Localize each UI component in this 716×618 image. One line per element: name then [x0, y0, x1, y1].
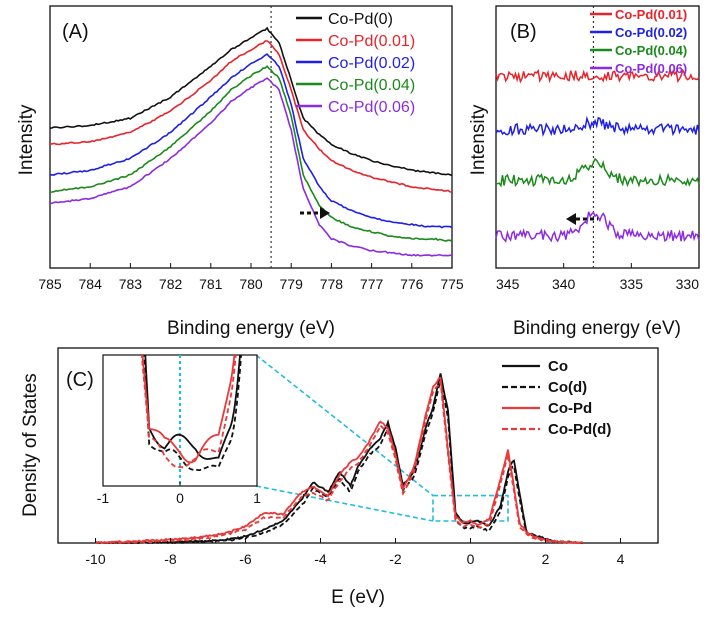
panel-c-series-line — [95, 379, 584, 544]
x-tick-label: 778 — [320, 276, 344, 292]
legend-label: Co-Pd(0.02) — [615, 25, 687, 40]
panel-b-series-line — [495, 211, 700, 243]
legend-label: Co-Pd(0.06) — [328, 99, 415, 116]
x-tick-label: 777 — [360, 276, 384, 292]
x-tick-label: 345 — [496, 276, 520, 292]
panel-b-arrow-head — [566, 213, 576, 225]
panel-b-series-line — [495, 67, 700, 84]
zoom-box — [432, 494, 509, 522]
legend-label: Co-Pd — [548, 400, 592, 417]
panel-c-x-ticks: -10 -8 -6 -4 -2 0 2 4 — [85, 538, 625, 567]
x-tick-label: 781 — [199, 276, 223, 292]
x-tick-label: 775 — [440, 276, 464, 292]
legend-label: Co-Pd(0.01) — [328, 33, 415, 50]
panel-c-legend: Co Co(d) Co-Pd Co-Pd(d) — [502, 358, 611, 438]
panel-a-series-line — [49, 77, 453, 257]
x-tick-label: -4 — [314, 551, 327, 567]
panel-a-y-axis-title: Intensity — [16, 104, 37, 175]
x-tick-label: 779 — [280, 276, 304, 292]
legend-label: Co(d) — [548, 379, 587, 396]
x-tick-label: 340 — [552, 276, 576, 292]
x-tick-label: 2 — [542, 551, 550, 567]
x-tick-label: -6 — [239, 551, 252, 567]
x-tick-label: 783 — [119, 276, 143, 292]
inset-x-tick-label: 1 — [253, 490, 261, 506]
panel-a-series-line — [50, 40, 453, 193]
x-tick-label: 330 — [676, 276, 700, 292]
panel-a-series — [49, 26, 453, 257]
inset-series-line — [140, 355, 237, 469]
panel-a-x-ticks: 785 784 783 782 781 780 779 778 777 776 775 — [38, 263, 464, 292]
legend-label: Co-Pd(d) — [548, 421, 611, 438]
panel-a-x-axis-title: Binding energy (eV) — [167, 318, 335, 339]
panel-a-arrow-head — [320, 207, 330, 219]
panel-c-x-axis-title: E (eV) — [331, 587, 385, 608]
panel-a-legend: Co-Pd(0) Co-Pd(0.01) Co-Pd(0.02) Co-Pd(0.04… — [296, 11, 415, 116]
legend-label: Co-Pd(0.04) — [615, 43, 687, 58]
panel-c-frame — [57, 347, 659, 544]
legend-label: Co — [548, 358, 568, 375]
inset-series-line — [143, 355, 242, 472]
panel-c-series-line — [95, 373, 584, 545]
panel-a-series-line — [49, 53, 453, 229]
zoom-guide-top — [255, 354, 434, 497]
x-tick-label: 782 — [159, 276, 183, 292]
inset-x-tick-label: -1 — [97, 490, 110, 506]
panel-a: (A) Co-Pd(0)Co-Pd(0.01)Co-Pd(0.02)Co-Pd(… — [16, 5, 464, 339]
inset-series-line — [141, 355, 236, 464]
inset-x-tick-label: 0 — [176, 490, 184, 506]
panel-b-frame — [495, 5, 700, 269]
panel-a-label: (A) — [62, 21, 89, 43]
x-tick-label: -10 — [85, 551, 105, 567]
legend-label: Co-Pd(0.06) — [615, 61, 687, 76]
panel-c-series — [95, 373, 584, 545]
x-tick-label: -8 — [164, 551, 177, 567]
panel-b: (B) Co-Pd(0.01)Co-Pd(0.02)Co-Pd(0.04)Co-… — [468, 5, 700, 339]
x-tick-label: 776 — [400, 276, 424, 292]
panel-b-series — [495, 67, 700, 243]
panel-b-legend: Co-Pd(0.01) Co-Pd(0.02) Co-Pd(0.04) Co-Pd(0… — [590, 7, 687, 76]
x-tick-label: -2 — [389, 551, 402, 567]
panel-c-label: (C) — [66, 369, 94, 391]
panel-c-y-axis-title: Density of States — [20, 373, 41, 517]
panel-b-x-ticks: 345 340 335 330 — [495, 263, 700, 292]
panel-c-inset: -1 0 1 — [97, 354, 261, 506]
panel-b-shift-arrow — [566, 213, 598, 225]
x-tick-label: 784 — [79, 276, 103, 292]
panel-b-series-line — [495, 115, 700, 138]
x-tick-label: 4 — [617, 551, 625, 567]
zoom-guide-bottom — [255, 485, 434, 522]
panel-b-label: (B) — [510, 21, 537, 43]
panel-c-series-line — [95, 376, 584, 545]
x-tick-label: 335 — [620, 276, 644, 292]
x-tick-label: 785 — [38, 276, 62, 292]
panel-c-series-line — [95, 379, 583, 545]
inset-series-line — [144, 355, 241, 460]
legend-label: Co-Pd(0.01) — [615, 7, 687, 22]
legend-label: Co-Pd(0) — [328, 11, 393, 28]
panel-b-x-axis-title: Binding energy (eV) — [513, 318, 681, 339]
panel-a-series-line — [49, 65, 453, 243]
legend-label: Co-Pd(0.02) — [328, 55, 415, 72]
panel-a-series-line — [49, 26, 453, 177]
panel-c-zoom-guides — [255, 354, 509, 522]
panel-b-y-axis-title: Intensity — [468, 104, 489, 175]
panel-a-shift-arrow — [300, 207, 330, 219]
x-tick-label: 780 — [239, 276, 263, 292]
legend-label: Co-Pd(0.04) — [328, 77, 415, 94]
x-tick-label: 0 — [467, 551, 475, 567]
panel-b-series-line — [495, 157, 700, 188]
